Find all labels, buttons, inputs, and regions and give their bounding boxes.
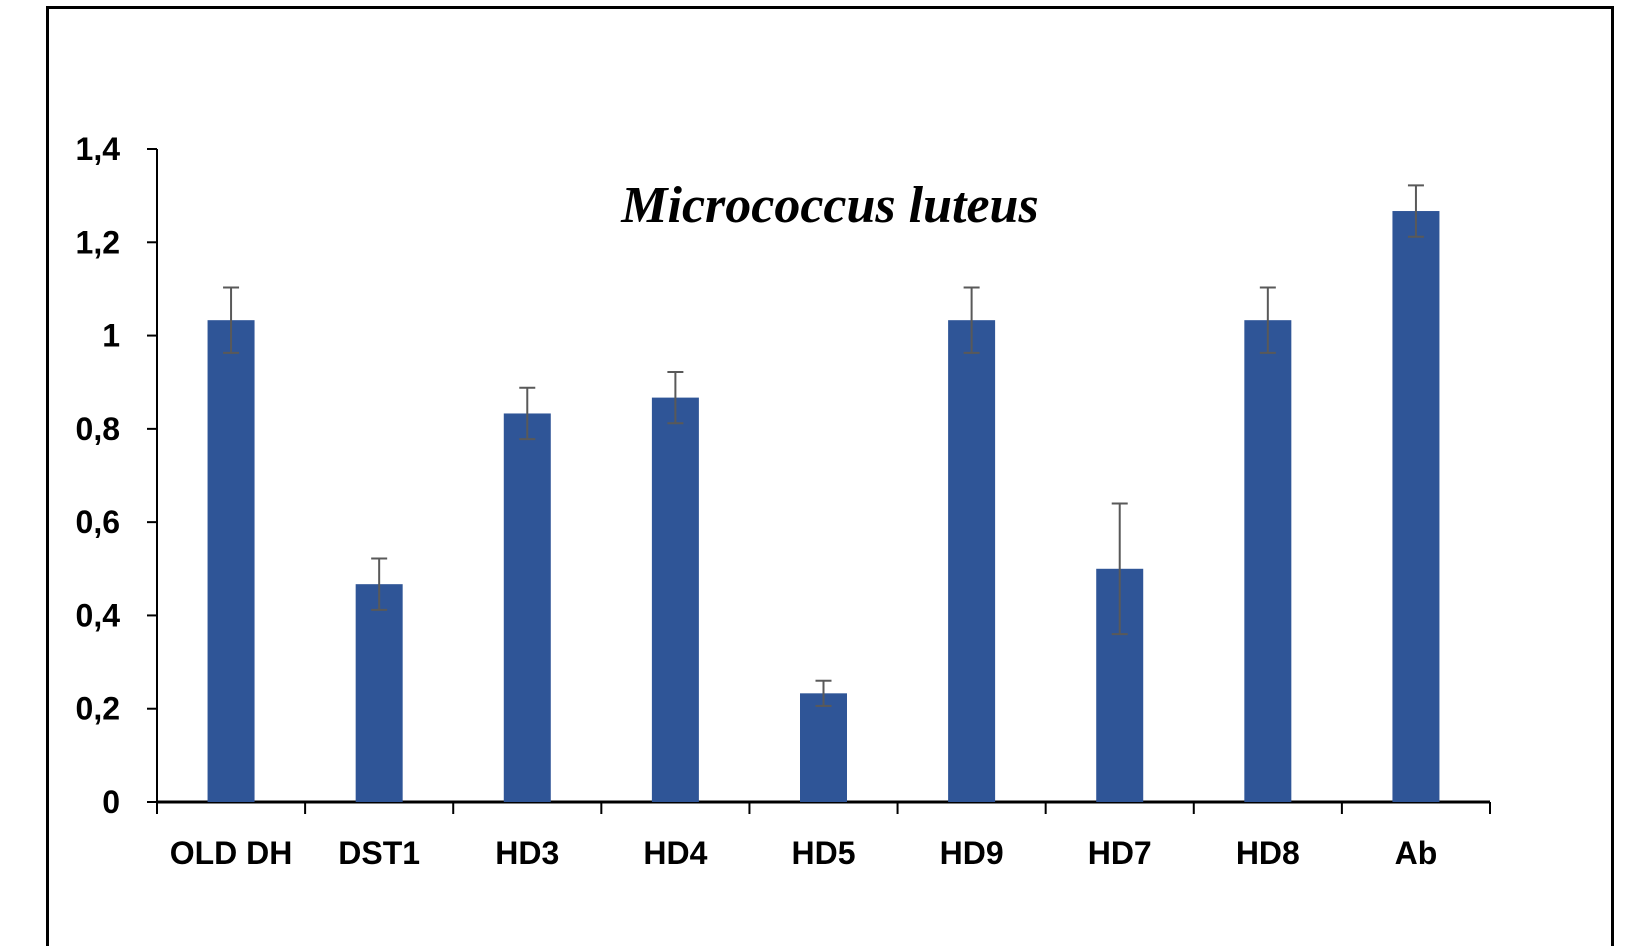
y-tick-label: 0,4	[76, 597, 121, 633]
error-bar	[815, 679, 832, 707]
x-tick-label: HD7	[1088, 835, 1152, 871]
x-tick-label: HD3	[495, 835, 559, 871]
y-tick-label: 0,6	[76, 504, 120, 540]
error-bar	[519, 386, 536, 441]
bar-ab	[1392, 211, 1440, 802]
error-bar	[1259, 286, 1276, 354]
x-tick-label: HD5	[791, 835, 855, 871]
error-bar	[371, 557, 388, 611]
x-tick-label: HD4	[643, 835, 707, 871]
bar-dst1	[355, 584, 403, 802]
error-bar	[963, 286, 980, 354]
y-tick-label: 1	[102, 318, 120, 354]
y-tick-label: 0	[102, 784, 120, 820]
y-tick-label: 0,8	[76, 411, 120, 447]
y-tick-label: 1,4	[76, 131, 121, 167]
y-tick-label: 1,2	[76, 224, 120, 260]
x-tick-label: HD9	[940, 835, 1004, 871]
bar-old-dh	[207, 320, 255, 802]
x-tick-label: HD8	[1236, 835, 1300, 871]
chart-title: Micrococcus luteus	[620, 177, 1038, 234]
bars	[207, 211, 1440, 802]
y-tick-label: 0,2	[76, 691, 120, 727]
bar-hd5	[800, 693, 847, 802]
x-tick-label: OLD DH	[170, 835, 293, 871]
error-bar	[223, 286, 240, 354]
x-axis: OLD DH DST1 HD3 HD4 HD5 HD9 HD7 HD8 Ab	[156, 800, 1491, 871]
bar-hd9	[948, 320, 996, 802]
x-tick-label: Ab	[1395, 835, 1438, 871]
error-bar	[1407, 184, 1424, 238]
error-bar	[667, 370, 684, 425]
bar-hd4	[651, 397, 699, 802]
error-bar	[1111, 502, 1128, 636]
error-bars	[223, 184, 1424, 707]
bar-hd3	[503, 413, 551, 802]
bar-hd8	[1244, 320, 1292, 802]
x-tick-label: DST1	[338, 835, 420, 871]
y-axis: 0 0,2 0,4 0,6 0,8 1 1,2 1,4	[76, 131, 158, 820]
